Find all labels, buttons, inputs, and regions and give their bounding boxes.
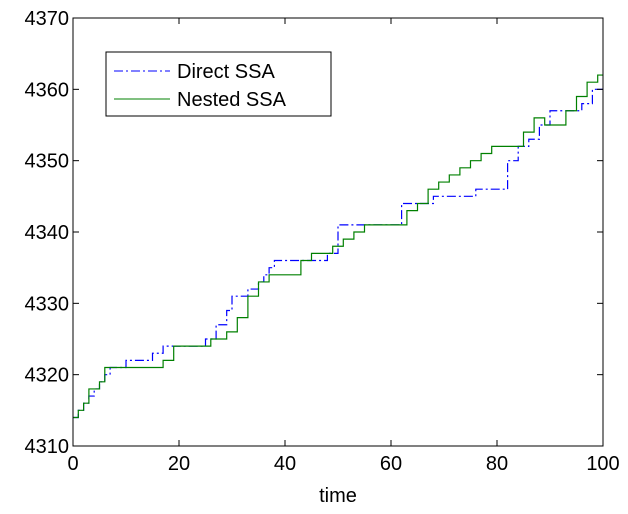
legend-label-direct-ssa: Direct SSA <box>177 61 275 83</box>
series-layer <box>73 74 603 419</box>
series-line-nested-ssa <box>73 74 603 419</box>
y-tick-label: 4330 <box>25 293 70 315</box>
x-axis-label: time <box>319 485 357 507</box>
x-tick-label: 100 <box>586 453 619 475</box>
y-tick-label: 4370 <box>25 8 70 30</box>
tick-layer: 0 20 40 60 80 100 4310 4320 4330 4340 4350 4360 4370 <box>25 8 620 475</box>
x-tick-label: 0 <box>67 453 78 475</box>
y-tick-label: 4360 <box>25 79 70 101</box>
x-tick-label: 60 <box>380 453 402 475</box>
x-tick-label: 20 <box>168 453 190 475</box>
legend-box <box>105 51 332 117</box>
x-tick-label: 80 <box>486 453 508 475</box>
y-tick-label: 4320 <box>25 365 70 387</box>
legend-label-nested-ssa: Nested SSA <box>177 89 287 111</box>
y-tick-label: 4310 <box>25 436 70 458</box>
y-tick-label: 4350 <box>25 151 70 173</box>
y-tick-label: 4340 <box>25 222 70 244</box>
x-tick-label: 40 <box>274 453 296 475</box>
legend: Direct SSA Nested SSA <box>105 51 332 117</box>
